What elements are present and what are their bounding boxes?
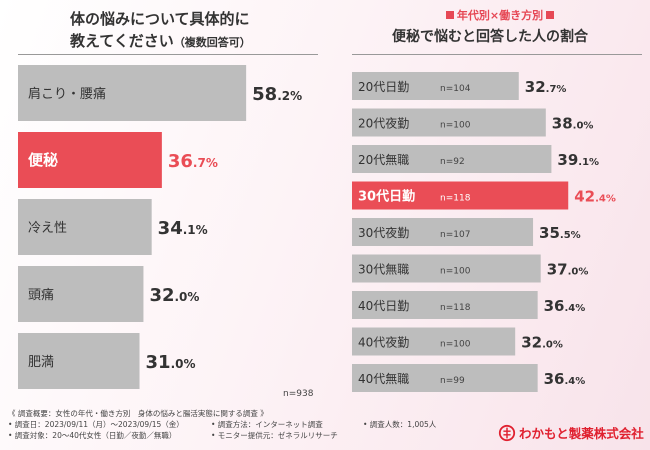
right-bar bbox=[352, 364, 538, 392]
right-value-label: 36.4% bbox=[544, 370, 586, 388]
left-value-label: 36.7% bbox=[168, 151, 218, 172]
right-bar bbox=[352, 218, 534, 246]
right-category-label: 40代日勤 bbox=[358, 299, 409, 313]
right-bar bbox=[352, 254, 541, 283]
right-chart-title: 便秘で悩むと回答した人の割合 bbox=[392, 29, 588, 45]
logo-mark-icon bbox=[498, 424, 516, 441]
right-value-label: 32.7% bbox=[525, 78, 567, 96]
left-bar bbox=[18, 65, 247, 121]
right-bar bbox=[352, 327, 516, 356]
right-value-label: 32.0% bbox=[521, 334, 563, 352]
company-name: わかもと製薬株式会社 bbox=[519, 426, 644, 441]
left-category-label: 肩こり・腰痛 bbox=[28, 86, 106, 102]
right-category-label: 40代夜勤 bbox=[358, 335, 409, 350]
right-category-label: 30代夜勤 bbox=[358, 225, 409, 240]
left-title-line2: 教えてください bbox=[70, 32, 174, 50]
left-category-label: 肥満 bbox=[28, 355, 54, 370]
left-title-line1: 体の悩みについて具体的に bbox=[70, 10, 250, 28]
right-bar bbox=[352, 291, 538, 319]
left-title-sub: （複数回答可） bbox=[173, 36, 251, 49]
left-category-label: 冷え性 bbox=[28, 221, 67, 236]
right-n-label: n=104 bbox=[440, 84, 471, 94]
right-n-label: n=100 bbox=[440, 340, 471, 350]
left-value-label: 34.1% bbox=[158, 218, 208, 239]
footer-summary: 《 調査概要：女性の年代・働き方別 身体の悩みと腸活実態に関する調査 》 bbox=[8, 409, 268, 418]
right-n-label: n=118 bbox=[440, 194, 471, 204]
right-category-label: 20代夜勤 bbox=[358, 116, 409, 131]
left-value-label: 58.2% bbox=[252, 84, 302, 105]
left-value-label: 32.0% bbox=[149, 285, 199, 306]
right-n-label: n=107 bbox=[440, 230, 470, 240]
footer-period: • 調査日：2023/09/11（月）～2023/09/15（金） bbox=[8, 420, 184, 429]
right-value-label: 35.5% bbox=[539, 224, 581, 242]
survey-footer: 《 調査概要：女性の年代・働き方別 身体の悩みと腸活実態に関する調査 》 • 調… bbox=[8, 408, 648, 441]
right-title-divider bbox=[352, 54, 642, 55]
left-n-total: n=938 bbox=[283, 389, 314, 399]
left-value-label: 31.0% bbox=[146, 352, 196, 373]
right-category-label: 20代無職 bbox=[358, 152, 409, 167]
company-logo: わかもと製薬株式会社 bbox=[498, 423, 644, 442]
left-bar bbox=[18, 266, 144, 322]
right-bar bbox=[352, 108, 546, 137]
right-bar bbox=[352, 72, 519, 100]
footer-people: • 調査人数：1,005人 bbox=[363, 420, 437, 429]
right-value-label: 42.4% bbox=[574, 188, 616, 206]
left-category-label: 頭痛 bbox=[28, 287, 54, 303]
tag-square-icon bbox=[445, 11, 454, 19]
left-bar bbox=[18, 132, 162, 188]
right-bar bbox=[352, 145, 552, 173]
right-value-label: 37.0% bbox=[547, 261, 589, 279]
right-value-label: 39.1% bbox=[557, 151, 599, 169]
right-category-label: 30代日勤 bbox=[358, 189, 415, 205]
tag-square-icon bbox=[546, 11, 555, 19]
left-chart-title: 体の悩みについて具体的に 教えてください（複数回答可） bbox=[70, 8, 300, 54]
right-bar bbox=[352, 181, 569, 210]
right-n-label: n=118 bbox=[440, 303, 471, 313]
footer-provider: • モニター提供元：ゼネラルリサーチ bbox=[211, 431, 338, 440]
left-category-label: 便秘 bbox=[28, 151, 58, 169]
right-value-label: 36.4% bbox=[544, 297, 586, 315]
left-bar bbox=[18, 333, 140, 389]
right-category-label: 40代無職 bbox=[358, 371, 409, 386]
right-tag-text: 年代別×働き方別 bbox=[456, 9, 544, 22]
right-n-label: n=100 bbox=[440, 267, 471, 277]
right-n-label: n=99 bbox=[440, 376, 465, 386]
right-n-label: n=100 bbox=[440, 121, 471, 131]
left-bar bbox=[18, 199, 152, 255]
left-title-divider bbox=[18, 54, 318, 55]
footer-target: • 調査対象：20～40代女性（日勤／夜勤／無職） bbox=[8, 431, 177, 440]
footer-method: • 調査方法：インターネット調査 bbox=[211, 420, 323, 429]
right-chart-tag: 年代別×働き方別 bbox=[420, 7, 580, 23]
right-category-label: 30代無職 bbox=[358, 262, 409, 277]
right-n-label: n=92 bbox=[440, 157, 465, 167]
right-value-label: 38.0% bbox=[552, 115, 594, 133]
right-category-label: 20代日勤 bbox=[358, 80, 409, 94]
